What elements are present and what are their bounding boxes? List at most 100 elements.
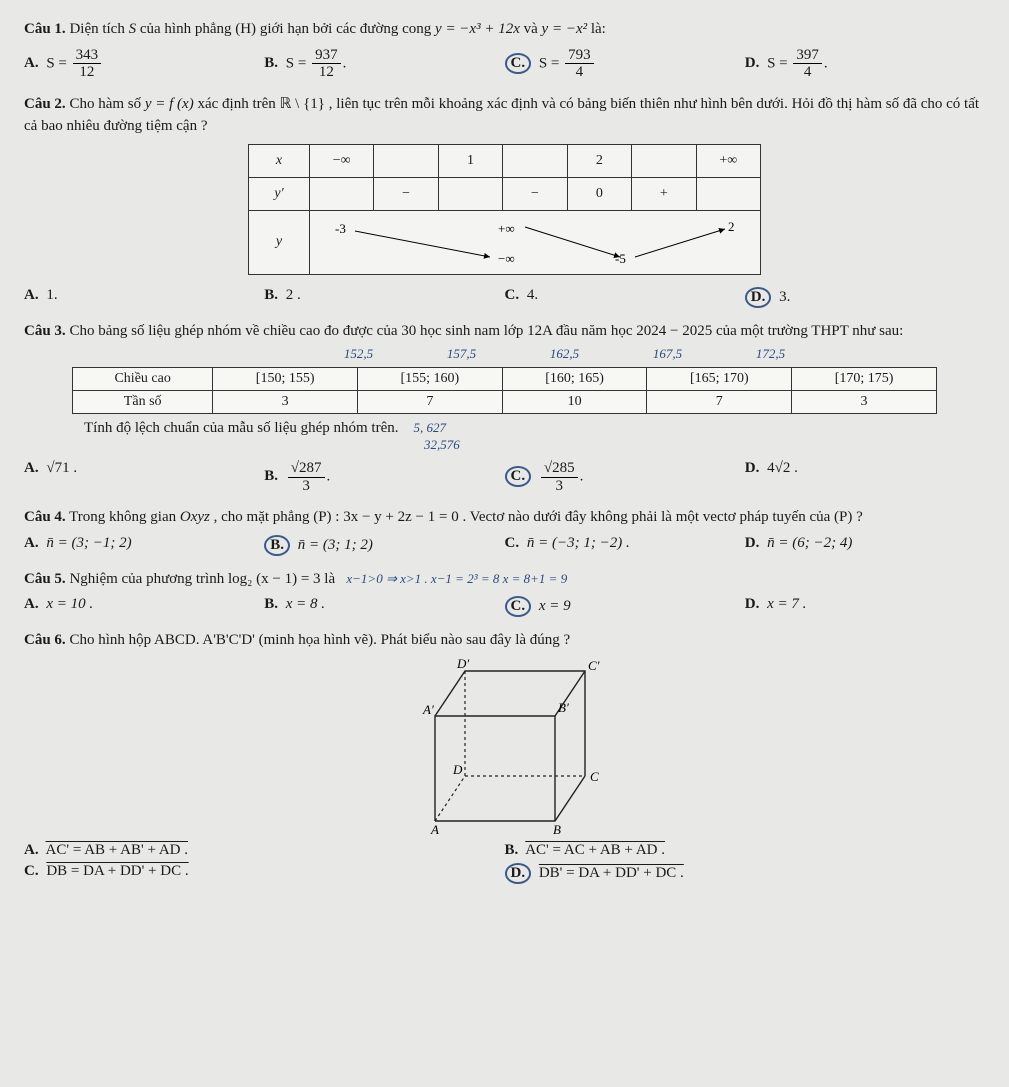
- q3-a-label: A.: [24, 460, 39, 476]
- q4-d: n̄ = (6; −2; 4): [767, 535, 852, 551]
- vt-row-y: y -3 +∞ −∞ -5 2: [249, 210, 761, 274]
- vt-x-7: +∞: [696, 144, 760, 177]
- q3-row-vals: Tần số 3 7 10 7 3: [73, 391, 937, 414]
- q3-c0: [150; 155): [213, 368, 358, 391]
- q3-b-den: 3: [288, 478, 325, 495]
- variation-table-wrap: x −∞ 1 2 +∞ y′ − − 0 + y -3 +∞ −∞ -5 2: [24, 144, 985, 275]
- q6-options: A. AC' = AB + AB' + AD . B. AC' = AC + A…: [24, 840, 985, 886]
- q2-opt-c: C. 4.: [505, 285, 745, 310]
- q3-c-num: √285: [541, 460, 578, 478]
- q1-a-lhs: S =: [46, 55, 67, 71]
- q1-a-den: 12: [73, 64, 102, 81]
- q4-d-label: D.: [745, 535, 760, 551]
- q3-hand2b: 32,576: [424, 437, 460, 452]
- q5-d-label: D.: [745, 596, 760, 612]
- cube-edge-top: [435, 671, 585, 776]
- vt-yp-1: [310, 177, 374, 210]
- q5-opt-d: D. x = 7 .: [745, 594, 985, 619]
- q3-hand-4: 172,5: [756, 346, 785, 361]
- q4-opt-a: A. n̄ = (3; −1; 2): [24, 533, 264, 558]
- q3-c1: [155; 160): [358, 368, 503, 391]
- vt-val-r2: 2: [728, 219, 735, 234]
- arrow-2: [525, 227, 620, 257]
- q3-opt-d: D. 4√2 .: [745, 458, 985, 496]
- q5-d: x = 7 .: [767, 596, 806, 612]
- q3-h1: Chiều cao: [73, 368, 213, 391]
- q1-d-den: 4: [793, 64, 822, 81]
- q5-opt-c: C. x = 9: [505, 594, 745, 619]
- q1-d-lhs: S =: [767, 55, 788, 71]
- question-5: Câu 5. Nghiệm của phương trình log₂ (x −…: [24, 568, 985, 591]
- q3-hand2a: 5, 627: [414, 420, 447, 435]
- vt-x-4: [503, 144, 567, 177]
- q2-d: 3.: [779, 289, 790, 305]
- q1-a-num: 343: [73, 47, 102, 65]
- q4-c-label: C.: [505, 535, 520, 551]
- arrow-1: [355, 231, 490, 257]
- cube-label-d: D: [452, 762, 463, 777]
- vt-val-left: -3: [335, 221, 346, 236]
- q4-q: ?: [852, 509, 862, 525]
- variation-table: x −∞ 1 2 +∞ y′ − − 0 + y -3 +∞ −∞ -5 2: [248, 144, 761, 275]
- q1-opt-b: B. S = 93712.: [264, 45, 504, 83]
- q4-ta: Trong không gian: [69, 509, 180, 525]
- vt-yp-4: −: [503, 177, 567, 210]
- q6-a-label: A.: [24, 842, 39, 858]
- question-1: Câu 1. Diện tích S của hình phẳng (H) gi…: [24, 18, 985, 41]
- q6-d: DB' = DA + DD' + DC .: [539, 865, 684, 881]
- vt-yp-5: 0: [567, 177, 631, 210]
- vt-x-1: −∞: [310, 144, 374, 177]
- q4-label: Câu 4.: [24, 509, 66, 525]
- q5-options: A. x = 10 . B. x = 8 . C. x = 9 D. x = 7…: [24, 594, 985, 619]
- q5-opt-a: A. x = 10 .: [24, 594, 264, 619]
- q6-opt-c: C. DB = DA + DD' + DC .: [24, 861, 505, 886]
- q3-text: Cho bảng số liệu ghép nhóm về chiều cao …: [69, 323, 903, 339]
- q3-h2: Tần số: [73, 391, 213, 414]
- q4-opt-d: D. n̄ = (6; −2; 4): [745, 533, 985, 558]
- q2-tb: xác định trên: [194, 96, 280, 112]
- q1-b-frac: 93712: [312, 47, 341, 81]
- q5-b-label: B.: [264, 596, 278, 612]
- q6-b: AC' = AC + AB + AD .: [525, 842, 665, 858]
- q1-d-tail: .: [824, 55, 828, 71]
- vt-yp-7: [696, 177, 760, 210]
- q1-options: A. S = 34312 B. S = 93712. C. S = 7934 D…: [24, 45, 985, 83]
- q1-eq1: y = −x³ + 12x: [435, 21, 520, 37]
- q1-t1: Diện tích: [69, 21, 128, 37]
- q2-d-label-circled: D.: [745, 287, 772, 308]
- cube-label-cp: C′: [588, 658, 600, 673]
- q3-opt-a: A. √71 .: [24, 458, 264, 496]
- q3-c-tail: .: [580, 468, 584, 484]
- q1-b-num: 937: [312, 47, 341, 65]
- q3-b-frac: √2873: [288, 460, 325, 494]
- cube-edge-hidden-1: [435, 776, 465, 821]
- vt-yp-2: −: [374, 177, 438, 210]
- vt-row-x: x −∞ 1 2 +∞: [249, 144, 761, 177]
- q6-opt-a: A. AC' = AB + AB' + AD .: [24, 840, 505, 861]
- q3-row-head: Chiều cao [150; 155) [155; 160) [160; 16…: [73, 368, 937, 391]
- q3-hand-1: 157,5: [447, 346, 476, 361]
- vt-val-r1: -5: [615, 251, 626, 265]
- q1-c-lhs: S =: [539, 55, 560, 71]
- cube-label-c: C: [590, 769, 599, 784]
- q3-v2: 10: [502, 391, 647, 414]
- q3-hand-row: 152,5 157,5 162,5 167,5 172,5: [24, 346, 985, 363]
- q5-b: x = 8 .: [286, 596, 325, 612]
- q3-a: √71 .: [46, 460, 77, 476]
- q1-H: (H): [235, 21, 256, 37]
- q3-opt-b: B. √2873.: [264, 458, 504, 496]
- q1-b-lhs: S =: [286, 55, 307, 71]
- q2-opt-d: D. 3.: [745, 285, 985, 310]
- q1-and: và: [520, 21, 542, 37]
- q2-opt-b: B. 2 .: [264, 285, 504, 310]
- q3-c-frac: √2853: [541, 460, 578, 494]
- q3-v4: 3: [792, 391, 937, 414]
- q3-b-label: B.: [264, 468, 278, 484]
- q3-v1: 7: [358, 391, 503, 414]
- q1-opt-a: A. S = 34312: [24, 45, 264, 83]
- q1-t2: của hình phẳng: [136, 21, 235, 37]
- q5-tb: là: [321, 571, 336, 587]
- q1-c-frac: 7934: [565, 47, 594, 81]
- q3-v3: 7: [647, 391, 792, 414]
- q6-c-label: C.: [24, 863, 39, 879]
